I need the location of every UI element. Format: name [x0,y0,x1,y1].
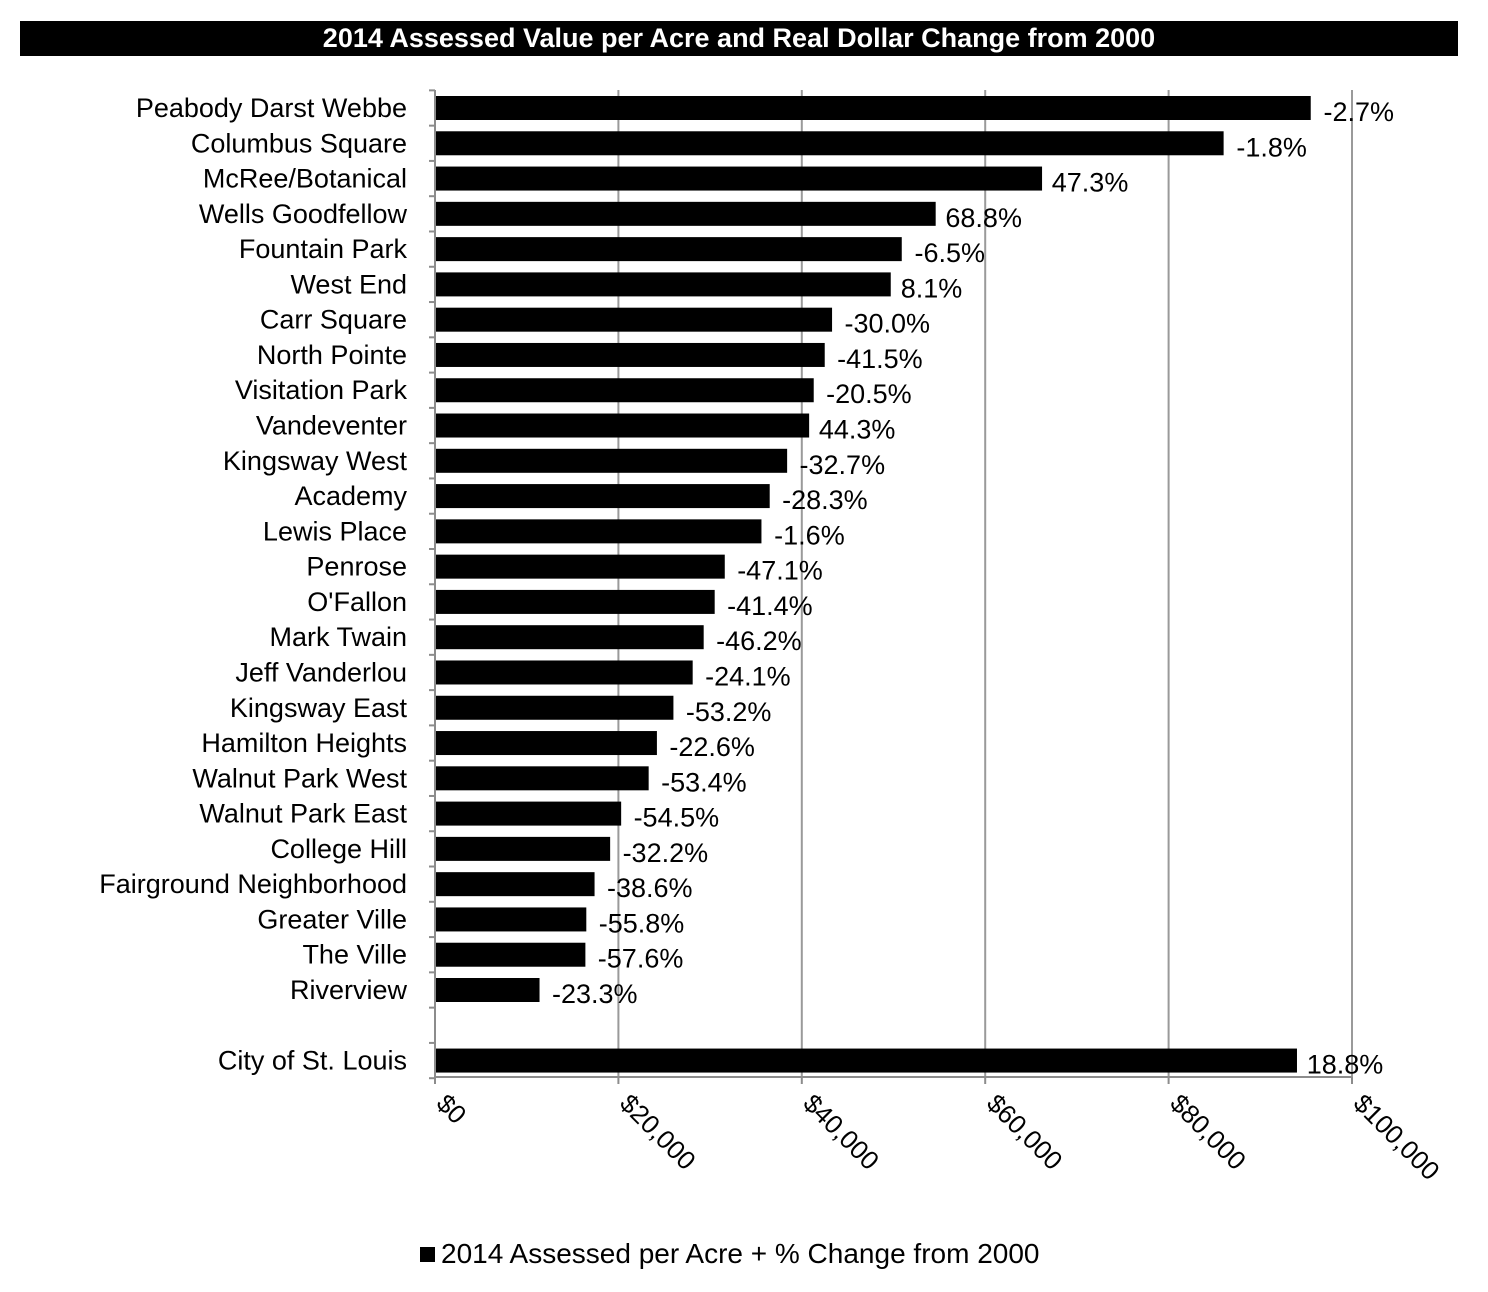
bar [436,448,788,473]
bar [436,378,814,403]
category-label: Mark Twain [269,622,407,652]
data-label: 8.1% [901,273,963,303]
bar [436,942,586,967]
bar [436,978,540,1002]
category-label: Carr Square [260,305,407,335]
category-label: Academy [294,481,407,511]
data-label: -54.5% [634,803,720,833]
data-label: -6.5% [914,238,985,268]
bar [436,625,704,650]
bar [436,166,1043,191]
category-label: Vandeventer [256,411,407,441]
category-label: West End [290,269,407,299]
x-tick-label: $60,000 [981,1088,1069,1176]
bar [436,131,1224,156]
x-tick-label: $20,000 [614,1088,702,1176]
category-label: Jeff Vanderlou [235,657,407,687]
data-label: -47.1% [737,556,823,586]
category-label: Riverview [290,975,408,1005]
category-label: Kingsway East [230,693,408,723]
x-tick-label: $100,000 [1348,1088,1446,1186]
data-label: -41.4% [727,591,813,621]
category-label: Columbus Square [191,128,407,158]
bar [436,1048,1297,1073]
bar [436,554,725,579]
data-label: -32.7% [800,450,886,480]
data-label: -30.0% [844,309,930,339]
data-label: 18.8% [1307,1050,1384,1080]
category-label: Greater Ville [257,904,407,934]
bar [436,695,674,720]
data-label: -55.8% [599,908,685,938]
bar [436,413,810,438]
data-label: -2.7% [1323,97,1394,127]
category-label: McRee/Botanical [203,164,407,194]
data-label: -23.3% [552,979,638,1009]
chart-title: 2014 Assessed Value per Acre and Real Do… [322,23,1156,53]
category-label: Fountain Park [239,234,408,264]
bar [436,272,891,297]
legend-swatch [420,1246,435,1262]
bar [436,836,611,861]
category-label: City of St. Louis [218,1046,407,1076]
bar [436,342,825,367]
data-label: -53.4% [661,767,747,797]
data-label: -1.8% [1236,132,1307,162]
data-label: -1.6% [774,520,845,550]
bar [436,307,833,332]
legend-label: 2014 Assessed per Acre + % Change from 2… [441,1238,1040,1269]
bar [436,237,902,262]
category-label: Kingsway West [223,446,408,476]
data-label: 47.3% [1052,168,1129,198]
data-label: -57.6% [598,944,684,974]
category-label: Wells Goodfellow [199,199,408,229]
legend: 2014 Assessed per Acre + % Change from 2… [420,1238,1040,1270]
category-label: Visitation Park [235,375,408,405]
data-label: -24.1% [705,661,791,691]
category-label: North Pointe [257,340,407,370]
data-label: -41.5% [837,344,923,374]
data-label: 44.3% [819,415,896,445]
x-tick-label: $0 [431,1088,473,1130]
category-label: Walnut Park West [192,763,407,793]
category-label: Lewis Place [263,516,407,546]
category-label: Penrose [306,552,407,582]
bar [436,589,715,614]
data-label: -32.2% [623,838,709,868]
x-tick-label: $80,000 [1164,1088,1252,1176]
bar [436,801,622,826]
data-label: -22.6% [669,732,755,762]
category-label: Hamilton Heights [201,728,407,758]
data-label: -20.5% [826,379,912,409]
data-label: -53.2% [686,697,772,727]
data-label: -38.6% [607,873,693,903]
bar [436,484,770,509]
bar [436,96,1311,120]
bar [436,766,649,791]
category-label: O'Fallon [307,587,407,617]
category-label: College Hill [270,834,407,864]
data-label: -46.2% [716,626,802,656]
category-label: The Ville [302,940,407,970]
bar [436,201,936,226]
data-label: 68.8% [945,203,1022,233]
x-tick-label: $40,000 [798,1088,886,1176]
category-label: Fairground Neighborhood [99,869,407,899]
bar [436,907,587,932]
category-label: Peabody Darst Webbe [136,93,407,123]
bar [436,660,693,685]
bar [436,731,657,756]
bar [436,872,595,897]
chart-title-bar: 2014 Assessed Value per Acre and Real Do… [20,21,1458,56]
data-label: -28.3% [782,485,868,515]
bar [436,519,762,544]
category-label: Walnut Park East [199,799,407,829]
